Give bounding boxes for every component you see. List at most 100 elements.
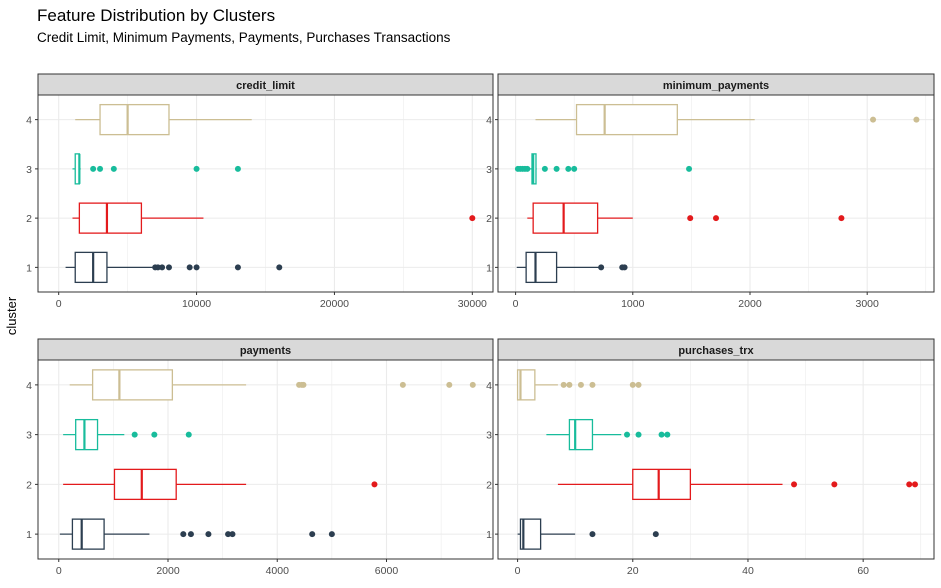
iqr-box <box>575 103 678 136</box>
x-tick-label: 20000 <box>320 298 349 310</box>
panel-background <box>498 95 934 292</box>
cluster-1-box <box>516 251 628 284</box>
outlier-point <box>713 215 719 222</box>
cluster-1-box <box>59 518 335 550</box>
y-tick-label: 1 <box>26 529 32 541</box>
x-tick-label: 0 <box>515 565 521 577</box>
outlier-point <box>652 531 659 538</box>
iqr-box <box>632 468 692 501</box>
outlier-point <box>469 381 476 388</box>
outlier-point <box>159 264 166 271</box>
outlier-point <box>90 165 97 172</box>
y-tick-label: 1 <box>486 262 492 274</box>
cluster-2-box <box>527 202 845 234</box>
y-tick-label: 3 <box>486 164 492 176</box>
outlier-point <box>589 531 596 538</box>
cluster-2-box <box>63 468 378 501</box>
iqr-box <box>532 202 599 234</box>
outlier-point <box>598 264 605 271</box>
x-tick-label: 10000 <box>182 298 211 310</box>
outlier-point <box>913 116 920 123</box>
facet-panel-payments: payments 1 2 3 4 0 2000 4000 6000 <box>26 338 494 577</box>
iqr-box <box>74 251 108 284</box>
x-tick-label: 2000 <box>156 565 180 577</box>
outlier-point <box>624 431 631 438</box>
outlier-point <box>234 264 241 271</box>
outlier-point <box>131 431 138 438</box>
outlier-point <box>300 381 307 388</box>
cluster-3-box <box>72 153 241 185</box>
facet-label: minimum_payments <box>663 80 769 92</box>
outlier-point <box>838 215 845 222</box>
outlier-point <box>621 264 628 271</box>
outlier-point <box>193 264 200 271</box>
outlier-point <box>658 431 665 438</box>
outlier-point <box>629 381 636 388</box>
y-tick-label: 2 <box>26 479 32 491</box>
y-tick-label: 3 <box>486 430 492 442</box>
x-tick-label: 6000 <box>375 565 399 577</box>
facet-label: credit_limit <box>236 80 295 92</box>
chart-subtitle: Credit Limit, Minimum Payments, Payments… <box>37 30 451 45</box>
outlier-point <box>446 381 453 388</box>
cluster-4-box <box>69 369 476 401</box>
cluster-2-box <box>557 468 918 501</box>
outlier-point <box>541 165 548 172</box>
y-tick-label: 1 <box>26 262 32 274</box>
panel-border <box>497 359 935 560</box>
chart-title: Feature Distribution by Clusters <box>37 6 275 25</box>
outlier-point <box>469 215 476 222</box>
facet-panel-credit_limit: credit_limit 1 2 3 4 0 10000 20000 30000 <box>26 73 494 310</box>
cluster-4-box <box>516 369 642 401</box>
outlier-point <box>911 481 918 488</box>
x-tick-label: 60 <box>857 565 869 577</box>
y-tick-label: 2 <box>486 213 492 225</box>
outlier-point <box>565 165 572 172</box>
outlier-point <box>151 431 158 438</box>
outlier-point <box>635 431 642 438</box>
panel-border <box>497 94 935 293</box>
panel-border <box>37 94 494 293</box>
facet-label: payments <box>240 345 291 357</box>
outlier-point <box>187 531 194 538</box>
outlier-point <box>791 481 798 488</box>
y-tick-label: 1 <box>486 529 492 541</box>
y-tick-label: 2 <box>26 213 32 225</box>
outlier-point <box>687 215 694 222</box>
outlier-point <box>571 165 578 172</box>
y-tick-label: 3 <box>26 430 32 442</box>
outlier-point <box>831 481 838 488</box>
cluster-3-box <box>63 418 192 451</box>
outlier-point <box>180 531 187 538</box>
outlier-point <box>566 381 573 388</box>
cluster-3-box <box>546 418 671 451</box>
cluster-3-box <box>514 153 693 185</box>
cluster-1-box <box>517 518 659 550</box>
outlier-point <box>635 381 642 388</box>
iqr-box <box>519 518 542 550</box>
outlier-point <box>524 165 531 172</box>
outlier-point <box>328 531 335 538</box>
outlier-point <box>110 165 117 172</box>
outlier-point <box>154 264 161 271</box>
outlier-point <box>686 165 693 172</box>
outlier-point <box>234 165 241 172</box>
outlier-point <box>276 264 283 271</box>
outlier-point <box>589 381 596 388</box>
iqr-box <box>99 103 170 136</box>
panel-background <box>498 360 934 559</box>
outlier-point <box>225 531 232 538</box>
x-tick-label: 1000 <box>621 298 645 310</box>
outlier-point <box>229 531 236 538</box>
panel-border <box>37 359 494 560</box>
iqr-box <box>71 518 105 550</box>
iqr-box <box>78 202 143 234</box>
y-tick-label: 4 <box>486 380 492 392</box>
x-tick-label: 0 <box>56 565 62 577</box>
facet-label: purchases_trx <box>678 345 754 357</box>
y-tick-label: 3 <box>26 164 32 176</box>
outlier-point <box>664 431 671 438</box>
x-tick-label: 0 <box>56 298 62 310</box>
iqr-box <box>525 251 558 284</box>
